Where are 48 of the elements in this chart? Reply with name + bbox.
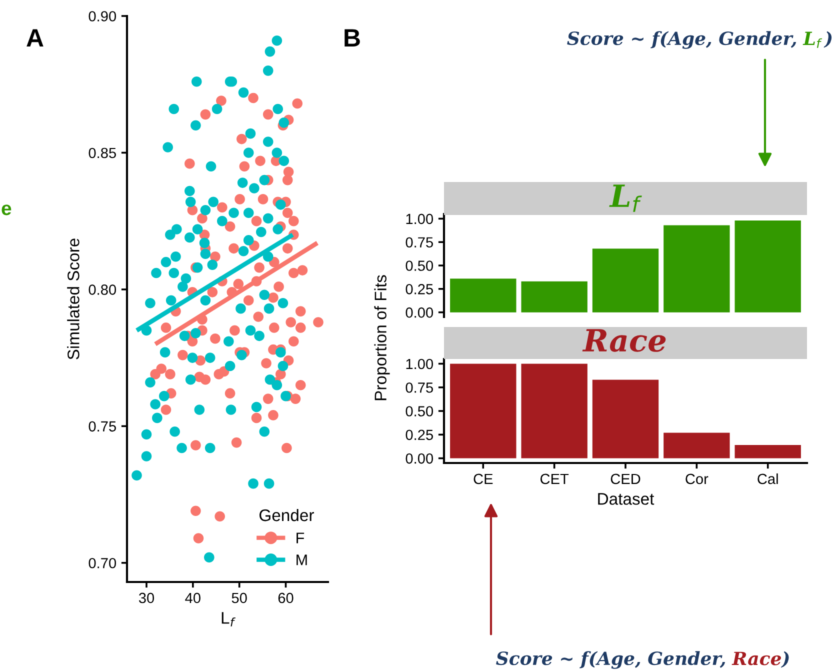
x-tick-label: CE [474, 474, 493, 484]
chart-title: Race [582, 329, 666, 352]
bar [734, 445, 801, 458]
bar [664, 225, 730, 312]
y-tick-label: 0.50 [406, 406, 434, 416]
bar [592, 380, 659, 458]
bar [521, 281, 588, 312]
x-tick-label: CED [610, 474, 640, 484]
bar [734, 220, 801, 312]
bar [521, 364, 588, 458]
bar [450, 278, 516, 312]
y-axis-title: Simulated Score [67, 238, 80, 360]
y-tick-label: 0.85 [88, 148, 116, 158]
y-axis-title: Proportion of Fits [374, 275, 390, 400]
text: Score ~ f(Age, Gender, Race) [496, 651, 789, 669]
bar [450, 364, 516, 458]
x-tick-label: Cor [686, 474, 708, 484]
y-tick-label: 0.00 [406, 453, 434, 464]
y-tick-label: 1.00 [406, 358, 434, 370]
y-tick-label: 0.90 [88, 11, 116, 22]
x-tick-label: CET [540, 474, 569, 484]
x-tick-label: 40 [185, 592, 200, 604]
x-tick-label: Cal [758, 473, 778, 484]
y-tick-label: 0.70 [88, 558, 116, 568]
x-axis-title: L$_{f}$ [222, 612, 236, 626]
bar [592, 248, 659, 312]
y-tick-label: 1.00 [406, 214, 434, 224]
legend-label: F [296, 532, 304, 544]
legend-label: M [296, 554, 307, 566]
y-tick-label: 0.75 [88, 421, 116, 432]
legend-title: Gender [260, 508, 314, 522]
chart-title: L$_{f}$ [609, 184, 642, 212]
y-tick-label: 0.80 [88, 284, 116, 295]
text: B [344, 29, 360, 46]
x-tick-label: 30 [138, 592, 154, 604]
text: A [26, 29, 44, 46]
y-tick-label: 0.75 [406, 382, 433, 393]
text: e [2, 204, 12, 216]
x-tick-label: 50 [232, 592, 247, 604]
y-tick-label: 0.00 [406, 307, 434, 318]
y-tick-label: 0.25 [406, 284, 433, 294]
text: Score ~ f(Age, Gender, L$_{f}$) [567, 31, 832, 49]
bar [664, 432, 730, 458]
x-axis-title: Dataset [598, 493, 654, 505]
y-tick-label: 0.25 [406, 430, 433, 440]
y-tick-label: 0.75 [406, 237, 433, 248]
x-tick-label: 60 [278, 592, 294, 604]
y-tick-label: 0.50 [406, 260, 434, 271]
